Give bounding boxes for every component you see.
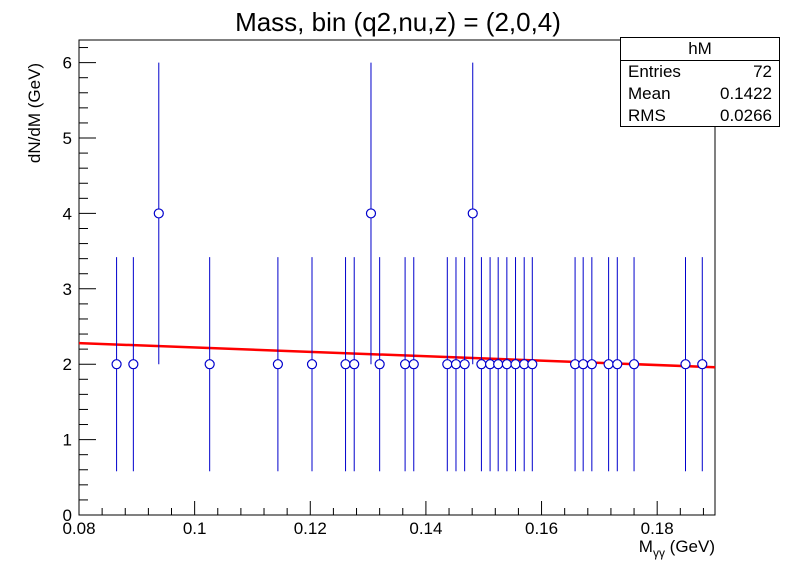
- data-point: [476, 359, 487, 370]
- x-tick-label: 0.16: [525, 519, 558, 538]
- data-point: [408, 359, 419, 370]
- stats-label: Entries: [628, 62, 681, 81]
- data-point: [467, 208, 478, 219]
- data-point: [111, 359, 122, 370]
- stats-value: 0.0266: [720, 106, 772, 125]
- x-axis-label: Mγγ (GeV): [639, 537, 715, 560]
- y-tick-label: 6: [63, 54, 72, 73]
- data-point: [306, 359, 318, 370]
- data-point: [204, 359, 215, 370]
- data-point: [697, 359, 708, 370]
- x-axis-label-unit: (GeV): [665, 537, 715, 556]
- stats-value: 0.1422: [720, 84, 772, 103]
- x-tick-label: 0.18: [641, 519, 674, 538]
- x-tick-label: 0.14: [409, 519, 442, 538]
- y-axis-label: dN/dM (GeV): [25, 63, 44, 163]
- data-point: [501, 359, 512, 370]
- data-point: [153, 208, 164, 219]
- y-tick-label: 4: [63, 204, 72, 223]
- stats-row-rms: RMS 0.0266: [621, 105, 779, 127]
- stats-value: 72: [753, 62, 772, 81]
- data-point: [459, 359, 470, 370]
- x-tick-label: 0.12: [294, 519, 327, 538]
- chart-title: Mass, bin (q2,nu,z) = (2,0,4): [235, 7, 561, 37]
- data-point: [349, 359, 360, 370]
- data-point: [399, 359, 411, 370]
- y-tick-label: 5: [63, 129, 72, 148]
- x-axis-label-sub: γγ: [653, 546, 665, 560]
- data-point: [450, 359, 462, 370]
- data-point: [442, 359, 453, 370]
- y-tick-label: 2: [63, 355, 72, 374]
- y-tick-label: 0: [63, 506, 72, 525]
- stats-row-mean: Mean 0.1422: [621, 83, 779, 105]
- y-tick-label: 1: [63, 431, 72, 450]
- x-tick-label: 0.08: [62, 519, 95, 538]
- y-tick-label: 3: [63, 280, 72, 299]
- data-point: [272, 359, 283, 370]
- stats-label: RMS: [628, 106, 666, 125]
- data-point: [578, 359, 589, 370]
- stats-box: hM Entries 72 Mean 0.1422 RMS 0.0266: [620, 37, 780, 127]
- data-point: [493, 359, 504, 370]
- x-tick-label: 0.1: [183, 519, 207, 538]
- data-point: [365, 208, 377, 219]
- plot-area: 0.08 0.1 0.12 0.14 0.16 0.18 0 1 2 3 4 5 6: [62, 39, 716, 538]
- x-axis-label-main: M: [639, 537, 653, 556]
- data-point: [527, 359, 538, 370]
- plot-frame: [78, 39, 716, 516]
- stats-row-entries: Entries 72: [621, 61, 779, 83]
- data-point: [680, 359, 691, 370]
- stats-box-title: hM: [621, 38, 779, 61]
- data-point: [612, 359, 623, 370]
- data-point: [628, 359, 640, 370]
- data-point: [586, 359, 597, 370]
- data-point: [374, 359, 385, 370]
- data-point: [340, 359, 351, 370]
- data-point: [603, 359, 614, 370]
- stats-label: Mean: [628, 84, 671, 103]
- data-point: [128, 359, 139, 370]
- data-point: [510, 359, 521, 370]
